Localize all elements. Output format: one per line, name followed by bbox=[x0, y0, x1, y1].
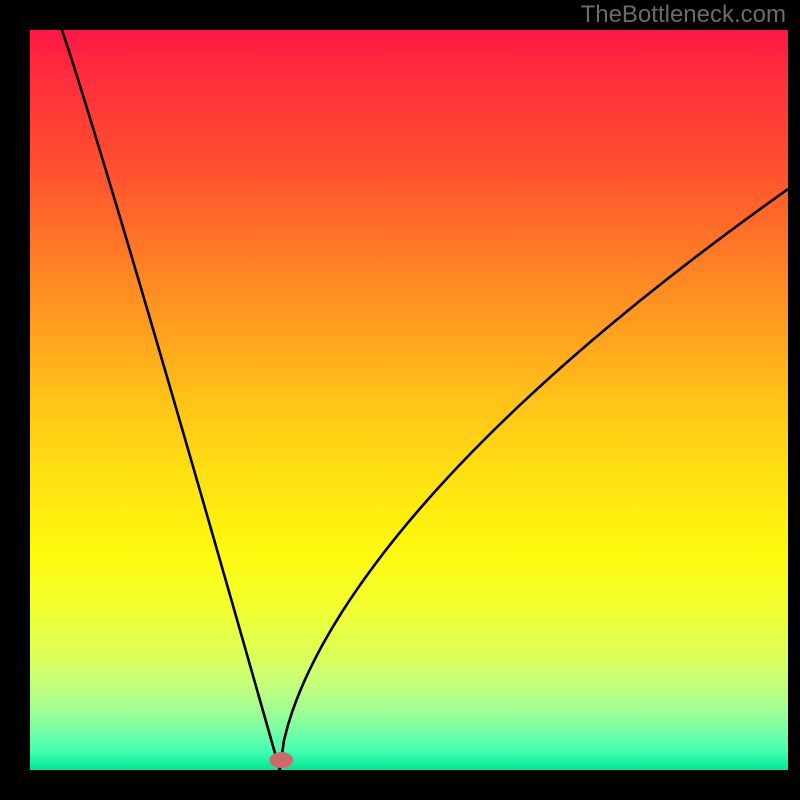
watermark-text: TheBottleneck.com bbox=[581, 1, 786, 29]
chart-border bbox=[0, 0, 800, 800]
chart-frame: TheBottleneck.com bbox=[0, 0, 800, 800]
